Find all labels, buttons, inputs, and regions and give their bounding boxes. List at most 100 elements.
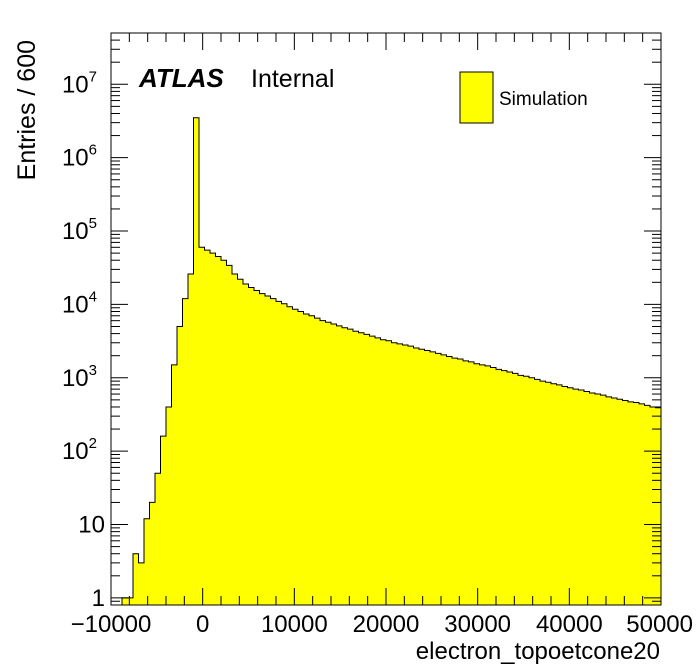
histogram-bin xyxy=(149,502,155,605)
histogram-bin xyxy=(309,315,315,605)
histogram-bin xyxy=(358,332,364,605)
histogram-bin xyxy=(298,311,304,605)
histogram-bin xyxy=(463,360,469,605)
histogram-bin xyxy=(182,298,188,605)
histogram-bin xyxy=(424,350,430,605)
histogram-bin xyxy=(452,358,458,605)
internal-label: Internal xyxy=(251,65,334,93)
histogram-bin xyxy=(622,400,628,605)
x-tick-label: 20000 xyxy=(353,611,420,638)
histogram-bin xyxy=(391,342,397,605)
x-tick-label: 40000 xyxy=(536,611,603,638)
histogram-bin xyxy=(127,597,133,605)
histogram-bin xyxy=(408,346,414,605)
histogram-bin xyxy=(237,279,243,605)
histogram-bin xyxy=(254,290,260,605)
histogram-bin xyxy=(633,402,639,605)
histogram-bin xyxy=(204,250,210,605)
y-tick-label: 1 xyxy=(92,585,105,612)
histogram-bin xyxy=(331,324,337,605)
histogram-bin xyxy=(617,399,623,605)
histogram-outline xyxy=(111,117,661,606)
histogram-bin xyxy=(160,436,166,605)
y-tick-label: 10 xyxy=(78,512,105,539)
histogram-bin xyxy=(512,373,518,605)
y-tick-label: 102 xyxy=(62,435,97,465)
x-tick-label: −10000 xyxy=(71,611,152,638)
histogram-bin xyxy=(353,331,359,605)
histogram-bin xyxy=(496,369,502,605)
histogram-bin xyxy=(166,406,172,605)
histogram-bin xyxy=(210,253,216,605)
histogram-bin xyxy=(155,473,161,605)
histogram-bin xyxy=(292,309,298,605)
histogram-bin xyxy=(567,387,573,605)
histogram-bin xyxy=(325,322,331,605)
histogram-bin xyxy=(529,377,535,605)
histogram-bin xyxy=(364,334,370,605)
histogram-bin xyxy=(347,329,353,605)
x-tick-label: 0 xyxy=(196,611,209,638)
histogram-bin xyxy=(369,336,375,605)
histogram-bin xyxy=(468,361,474,605)
y-tick-label: 103 xyxy=(62,362,97,392)
histogram-bin xyxy=(248,287,254,605)
histogram-bin xyxy=(287,306,293,605)
histogram-bin xyxy=(265,296,271,605)
histogram-bin xyxy=(320,320,326,605)
histogram-bin xyxy=(199,247,205,605)
histogram-bin xyxy=(540,381,546,605)
atlas-label: ATLAS xyxy=(138,63,224,93)
histogram-bin xyxy=(144,518,150,605)
histogram-bin xyxy=(551,383,557,605)
legend-swatch-simulation xyxy=(459,71,494,124)
histogram-layer xyxy=(111,117,661,606)
histogram-bin xyxy=(336,325,342,605)
axis-layer: −10000 0 10000 20000 30000 40000 50000 1 10 102 10… xyxy=(62,32,693,638)
histogram-bin xyxy=(523,376,529,605)
y-axis-label-group: Entries / 600 xyxy=(13,40,41,180)
histogram-bin xyxy=(501,370,507,605)
histogram-bin xyxy=(518,375,524,605)
y-tick-label: 105 xyxy=(62,215,97,245)
histogram-bin xyxy=(177,326,183,605)
histogram-bin xyxy=(556,384,562,605)
y-tick-label: 107 xyxy=(62,68,97,98)
histogram-bin xyxy=(639,403,645,605)
histogram-bin xyxy=(589,393,595,605)
histogram-bin xyxy=(545,382,551,605)
histogram-bin xyxy=(243,283,249,605)
histogram-bin xyxy=(397,343,403,605)
histogram-bin xyxy=(507,371,513,605)
histogram-bin xyxy=(562,386,568,605)
histogram-bin xyxy=(138,562,144,605)
histogram-bin xyxy=(188,273,194,605)
histogram-bin xyxy=(133,553,139,605)
histogram-bin xyxy=(485,365,491,605)
histogram-bin xyxy=(402,344,408,605)
histogram-bin xyxy=(573,389,579,605)
histogram-bin xyxy=(386,340,392,605)
x-tick-label: 10000 xyxy=(261,611,328,638)
histogram-bin xyxy=(435,353,441,605)
histogram-bin xyxy=(578,390,584,605)
histogram-bin xyxy=(584,391,590,605)
legend-label-simulation: Simulation xyxy=(499,89,588,110)
histogram-bin xyxy=(193,117,199,606)
histogram-bin xyxy=(655,407,661,605)
histogram-bin xyxy=(281,303,287,605)
histogram-bin xyxy=(474,363,480,605)
histogram-bin xyxy=(276,301,282,605)
histogram-bin xyxy=(215,256,221,605)
histogram-bin xyxy=(446,356,452,605)
histogram-bin xyxy=(226,265,232,605)
y-tick-label: 104 xyxy=(62,288,97,318)
histogram-bin xyxy=(303,314,309,605)
atlas-annotation: ATLAS Internal xyxy=(138,63,334,93)
histogram-bin xyxy=(314,318,320,605)
histogram-bin xyxy=(342,327,348,605)
histogram-bin xyxy=(595,394,601,605)
histogram-bin xyxy=(628,401,634,605)
